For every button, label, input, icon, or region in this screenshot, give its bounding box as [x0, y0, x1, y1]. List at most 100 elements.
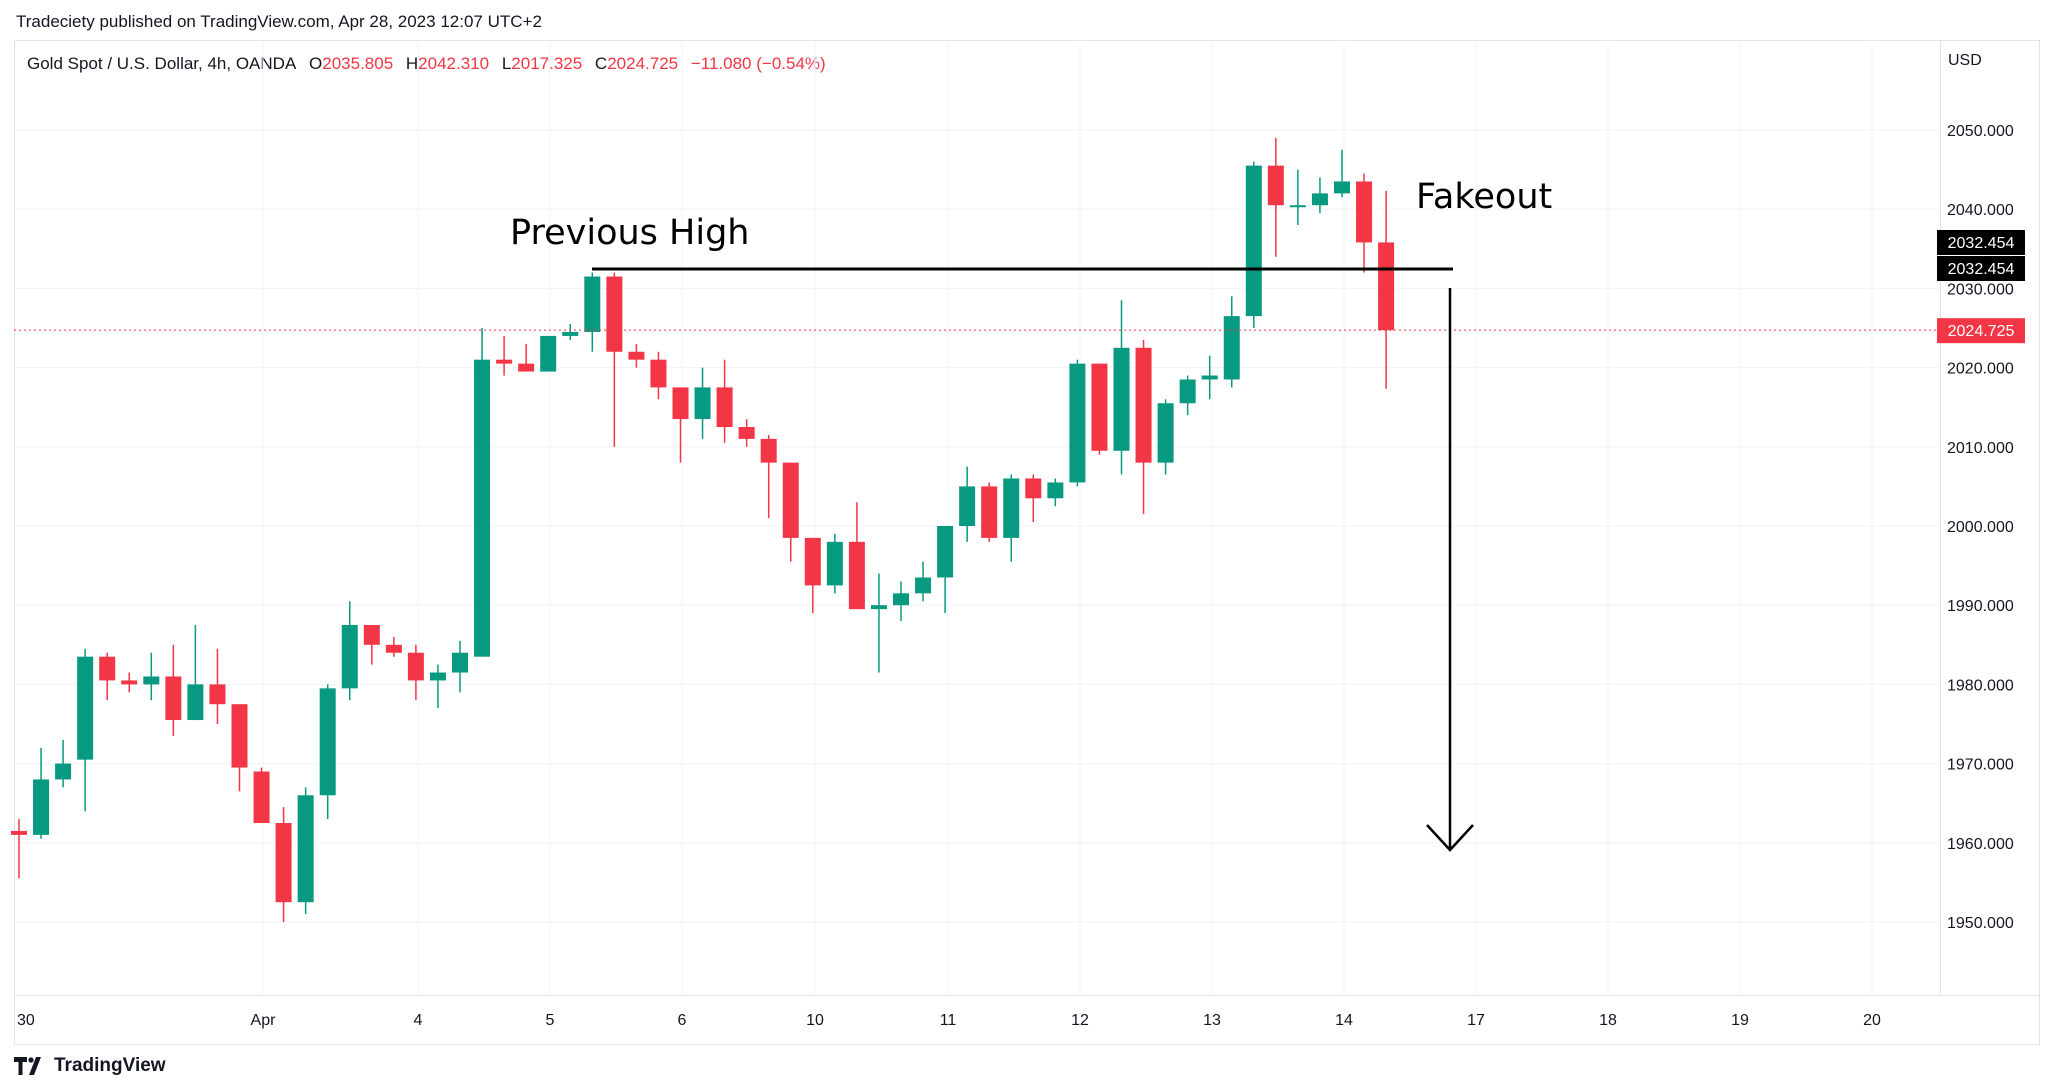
- candle: [1201, 355, 1218, 400]
- candle: [1334, 149, 1350, 198]
- change-value: −11.080 (−0.54%): [690, 54, 826, 73]
- level-price-box-bg: [1937, 230, 2025, 255]
- price-tick-label: 2000.000: [1947, 519, 2014, 536]
- symbol-legend[interactable]: Gold Spot / U.S. Dollar, 4h, OANDA O2035…: [27, 54, 826, 74]
- time-tick-label: 13: [1203, 1012, 1221, 1029]
- candle: [165, 644, 182, 736]
- last-price-box-text: 2024.725: [1948, 323, 2015, 340]
- candle: [804, 537, 821, 614]
- candle: [893, 581, 909, 622]
- time-axis-divider: [14, 995, 2040, 996]
- currency-label[interactable]: USD: [1948, 52, 1982, 69]
- time-tick-label: 12: [1071, 1012, 1089, 1029]
- tradingview-logo[interactable]: TradingView: [14, 1055, 166, 1077]
- time-tick-label: 5: [546, 1012, 555, 1029]
- candle-body: [1311, 193, 1328, 206]
- down-arrow-head: [1426, 824, 1474, 852]
- time-tick-label: 14: [1335, 1012, 1353, 1029]
- candle: [275, 807, 292, 922]
- candle-body: [363, 625, 380, 645]
- open-label: O: [309, 54, 323, 73]
- candle-body: [77, 656, 94, 760]
- chart-frame: [14, 40, 2040, 1045]
- candle: [1378, 190, 1395, 389]
- candle-body: [231, 704, 248, 768]
- candle-body: [804, 537, 821, 586]
- candle: [209, 648, 226, 724]
- candle-body: [55, 763, 72, 780]
- candle-body: [165, 676, 182, 721]
- candle-body: [584, 276, 601, 332]
- price-axis[interactable]: 2050.000 2040.000 2030.000 2020.000 2010.000…: [1937, 123, 2025, 932]
- candle-body: [319, 688, 336, 796]
- candle-body: [650, 359, 667, 388]
- time-tick-label: 4: [414, 1012, 423, 1029]
- candle-body: [121, 680, 138, 685]
- low-label: L: [501, 54, 512, 73]
- candle: [474, 328, 491, 657]
- time-tick-label: 18: [1599, 1012, 1617, 1029]
- candle-body: [275, 823, 292, 903]
- candle: [121, 672, 138, 693]
- candle: [496, 335, 513, 376]
- candle: [606, 272, 623, 447]
- candle: [297, 787, 314, 915]
- candle: [562, 324, 579, 340]
- candle: [870, 573, 887, 673]
- candle: [1311, 177, 1328, 214]
- price-tick-label: 2050.000: [1947, 123, 2014, 140]
- candle-body: [143, 676, 160, 685]
- candle: [429, 664, 446, 709]
- candle: [77, 648, 94, 812]
- candle: [143, 652, 160, 701]
- candle-body: [848, 541, 865, 610]
- level-price-box: 2032.454: [1937, 230, 2025, 255]
- open-value: 2035.805: [322, 54, 394, 73]
- candle-body: [1113, 347, 1130, 451]
- candle-body: [540, 335, 557, 372]
- candle-body: [474, 359, 491, 657]
- candle: [672, 387, 689, 463]
- candle: [1157, 399, 1174, 475]
- candle: [11, 819, 27, 879]
- candle: [782, 462, 799, 562]
- price-tick-label: 1950.000: [1947, 915, 2014, 932]
- candle: [341, 601, 358, 701]
- publish-attribution: Tradeciety published on TradingView.com,…: [16, 12, 542, 31]
- candle: [694, 367, 711, 439]
- candle-body: [341, 625, 358, 689]
- low-value: 2017.325: [511, 54, 583, 73]
- time-axis[interactable]: 30 Apr 4 5 6 10 11 12 13 14 17 18 19 20: [17, 1012, 1881, 1029]
- time-tick-label: 11: [940, 1012, 957, 1029]
- tradingview-logo-text: TradingView: [54, 1055, 166, 1076]
- candle: [1069, 359, 1086, 487]
- candle: [363, 625, 380, 665]
- candle-body: [1356, 181, 1373, 243]
- time-tick-label: Apr: [251, 1012, 277, 1029]
- fakeout-label: Fakeout: [1416, 177, 1552, 217]
- candle-body: [959, 486, 976, 526]
- candle-body: [1201, 375, 1218, 380]
- candle: [385, 636, 402, 657]
- symbol-name[interactable]: Gold Spot / U.S. Dollar, 4h, OANDA: [27, 54, 297, 73]
- candle: [981, 482, 998, 542]
- price-tick-label: 2030.000: [1947, 281, 2014, 298]
- candle: [628, 343, 645, 368]
- price-axis-divider: [1940, 40, 1941, 995]
- high-label: H: [405, 54, 419, 73]
- price-tick-label: 2040.000: [1947, 202, 2014, 219]
- candle-body: [826, 541, 843, 586]
- candle: [1179, 375, 1196, 416]
- price-tick-label: 1960.000: [1947, 836, 2014, 853]
- last-price-box-bg: [1937, 318, 2025, 344]
- candle-body: [1289, 205, 1306, 208]
- candle: [407, 644, 424, 701]
- candle: [253, 767, 270, 823]
- candle: [716, 359, 733, 443]
- candle-body: [1025, 478, 1042, 499]
- candle-body: [429, 672, 446, 681]
- candle-body: [1179, 379, 1196, 404]
- drawing-overlay: Previous High Fakeout: [14, 177, 1940, 852]
- tradingview-logo-icon: [14, 1057, 41, 1075]
